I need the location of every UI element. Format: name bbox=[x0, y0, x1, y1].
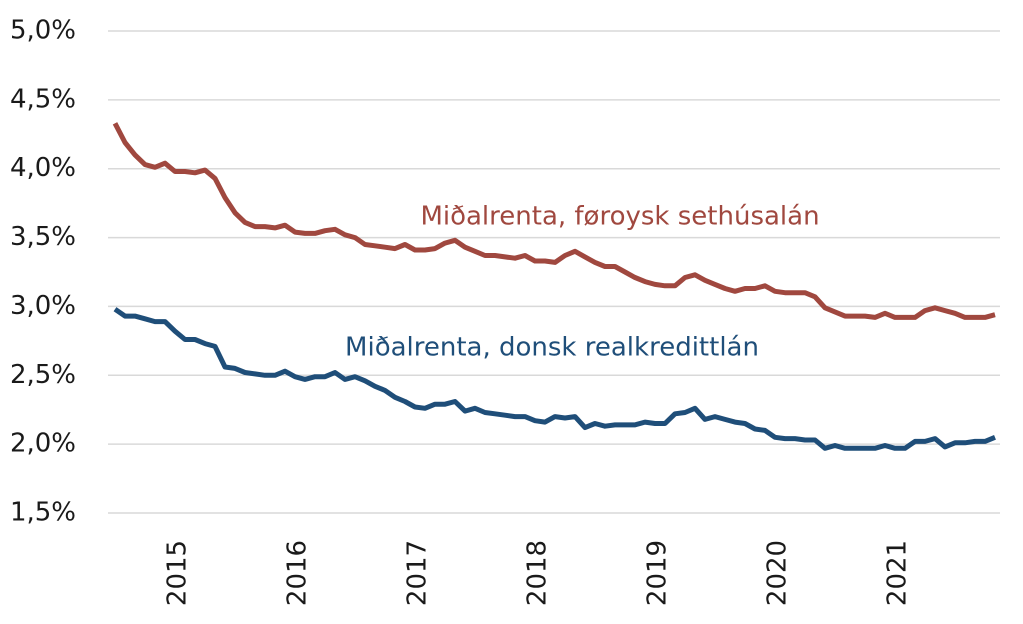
series-label: Miðalrenta, donsk realkredittlán bbox=[345, 333, 759, 363]
y-tick-label: 2,5% bbox=[10, 360, 76, 390]
series-line bbox=[112, 122, 996, 320]
series-line bbox=[113, 307, 996, 451]
y-tick-label: 3,5% bbox=[10, 222, 76, 252]
y-tick-label: 3,0% bbox=[10, 291, 76, 321]
x-tick-label: 2017 bbox=[403, 540, 433, 606]
x-tick-label: 2015 bbox=[163, 540, 193, 606]
x-tick-label: 2018 bbox=[523, 540, 553, 606]
x-tick-label: 2016 bbox=[283, 540, 313, 606]
series-label: Miðalrenta, føroysk sethúsalán bbox=[420, 202, 819, 232]
x-tick-label: 2021 bbox=[883, 540, 913, 606]
y-tick-label: 4,0% bbox=[10, 153, 76, 183]
y-tick-label: 5,0% bbox=[10, 16, 76, 46]
x-tick-label: 2020 bbox=[763, 540, 793, 606]
x-tick-label: 2019 bbox=[643, 540, 673, 606]
y-tick-label: 1,5% bbox=[10, 498, 76, 528]
y-tick-label: 4,5% bbox=[10, 84, 76, 114]
y-tick-label: 2,0% bbox=[10, 429, 76, 459]
